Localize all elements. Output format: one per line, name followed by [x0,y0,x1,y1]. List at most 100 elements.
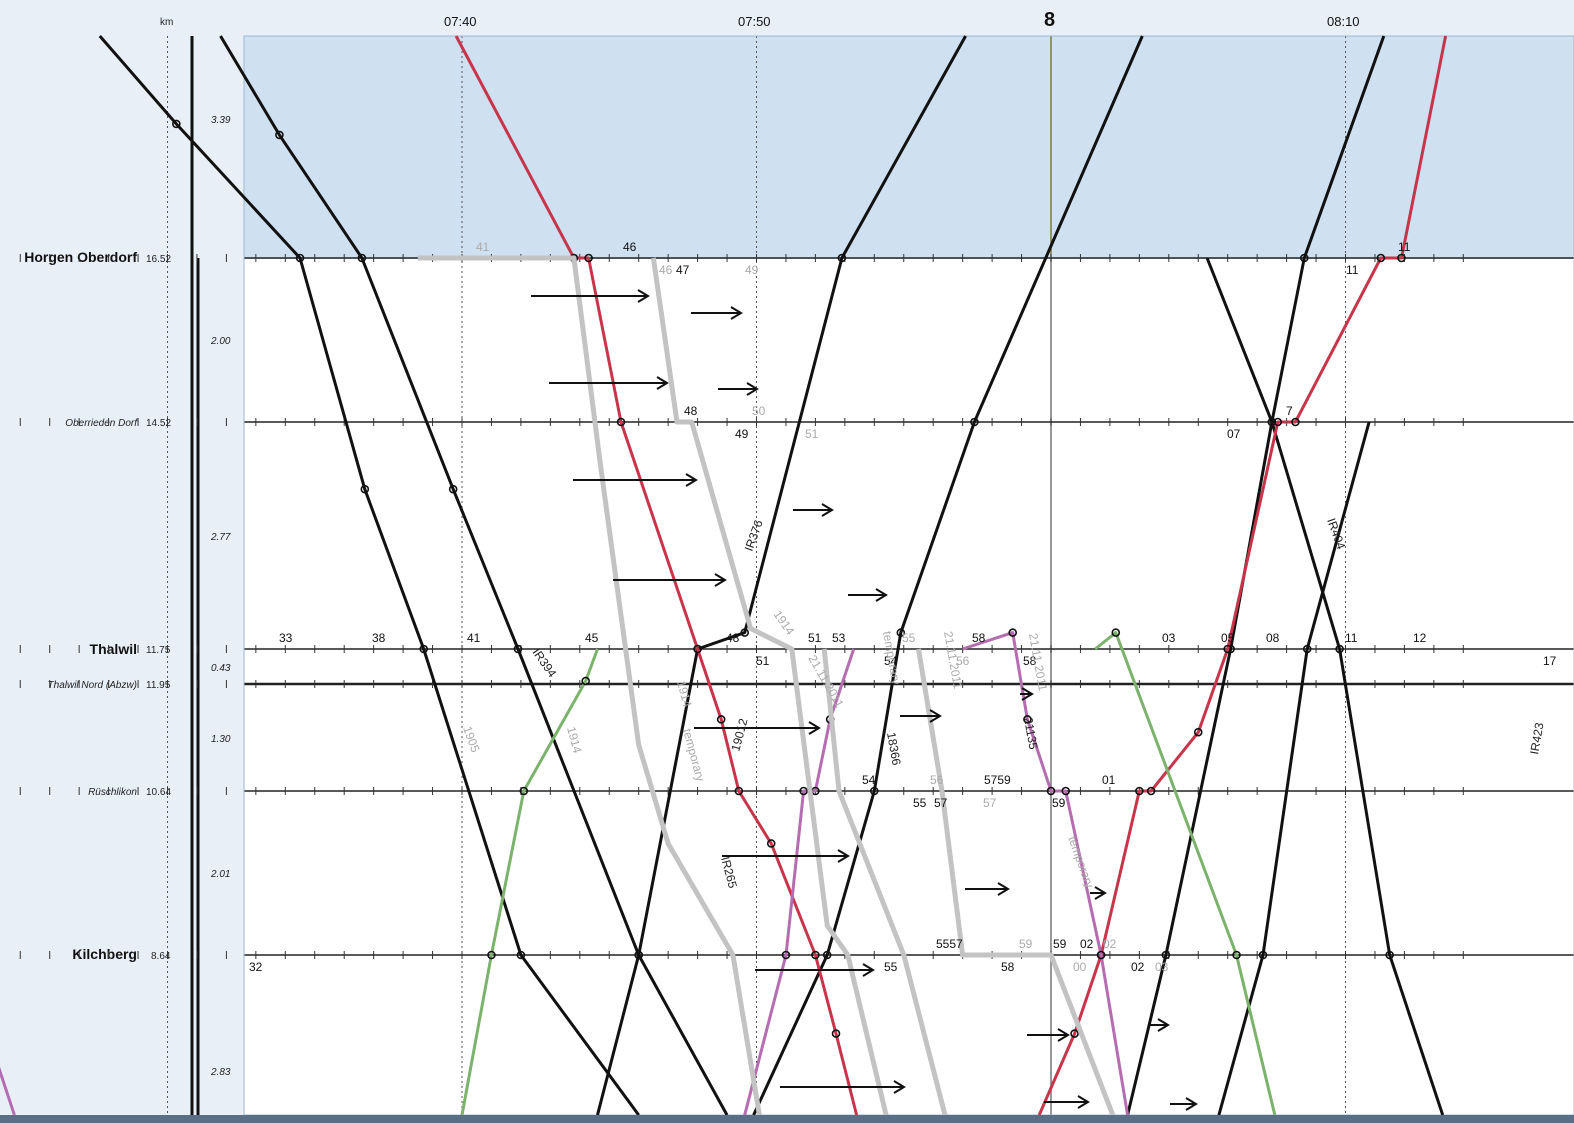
minute-label: 11 [1398,240,1411,254]
train-path-grey [417,255,762,1115]
station-label[interactable]: Rüschlikon [88,787,137,798]
grey-minute-label: 41 [476,240,490,254]
arrowhead [821,503,834,517]
arrowhead [1021,687,1034,701]
timing-point [1096,950,1106,960]
timing-point [1397,253,1406,263]
minute-label: 45 [585,631,599,645]
segment-distance: 2.01 [210,869,230,880]
minute-label: 32 [249,960,263,974]
timing-point [275,130,284,140]
grey-minute-label: 49 [745,263,759,277]
timing-point [516,950,526,960]
segment-distance: 2.00 [210,336,231,347]
minute-label: 02 [1131,960,1145,974]
train-path-green [460,648,599,1115]
minute-label: 51 [756,654,770,668]
minute-label: 38 [372,631,386,645]
grey-minute-label: 46 [659,263,673,277]
arrowhead [1057,1028,1070,1042]
arrowhead [637,289,650,303]
grey-minute-label: 55 [902,631,916,645]
minute-label: 49 [735,427,749,441]
minute-label: 5557 [936,937,963,951]
minute-label: 59 [1053,937,1067,951]
minute-label: 01 [1102,773,1116,787]
station-label[interactable]: Kilchberg [72,946,137,962]
train-path-green [1094,631,1277,1115]
minute-label: 57 [934,796,948,810]
grey-minute-label: 00 [1073,960,1087,974]
station-label[interactable]: Horgen Oberdorf [24,249,137,265]
timing-point [869,786,879,796]
timing-point [513,644,523,654]
timing-point [1161,950,1171,960]
direction-arrows [531,289,1198,1111]
arrowhead [862,963,875,977]
timing-point [781,950,791,960]
timing-point [837,253,847,263]
timing-point [799,786,808,796]
minute-label: 7 [1286,404,1293,418]
arrowhead [685,473,698,487]
timing-point [1335,644,1344,654]
arrowhead [1185,1097,1198,1111]
timing-point [448,484,458,494]
timing-point [1302,644,1312,654]
minute-label: 54 [884,654,898,668]
station-label[interactable]: Thalwil [90,641,137,657]
timing-point [896,628,906,637]
grey-minute-label: 57 [983,796,997,810]
plot-border [243,35,1574,1115]
timing-point [584,253,593,263]
occupied-block [244,36,1574,259]
arrowhead [808,721,821,735]
timing-point [1232,950,1241,960]
station-label[interactable]: Thalwil Nord (Abzw) [48,680,137,691]
arrowhead [656,376,669,390]
timing-point [740,628,750,637]
grey-minute-label: 56 [956,654,970,668]
arrowhead [1094,886,1107,900]
timing-point [419,644,429,654]
minute-label: 12 [1413,631,1427,645]
timing-point [357,253,367,263]
timing-point [1135,786,1144,796]
timing-point [487,950,496,960]
station-km: 14.52 [146,418,171,429]
timing-point [1146,786,1156,796]
minute-label: 58 [1023,654,1037,668]
segment-distance: 1.30 [211,734,231,745]
train-path-red [454,35,859,1115]
minute-label: 02 [1080,937,1094,951]
timing-point [616,417,626,427]
minute-label: 53 [832,631,846,645]
arrowhead [1077,1095,1090,1109]
arrowhead [1157,1018,1170,1032]
station-label[interactable]: Oberrieden Dorf [65,418,138,429]
train-path-black [752,35,1144,1115]
segment-distance: 0.43 [211,663,231,674]
minute-label: 11 [1346,263,1359,277]
station-km: 11.75 [146,645,171,656]
train-path-grey [916,648,1116,1115]
timing-point [172,119,181,129]
minute-label: 33 [279,631,293,645]
timing-point [693,644,702,654]
arrowhead [714,573,727,587]
status-bar [0,1115,1574,1123]
train-path-grey [821,648,948,1115]
train-paths [0,35,1448,1115]
timing-point [1273,417,1283,427]
timing-point [1376,253,1386,263]
minute-label: 55 [884,960,898,974]
timing-point [1111,628,1121,637]
train-path-black [1217,421,1371,1115]
station-km: 10.64 [146,787,171,798]
station-km: 8.64 [151,951,171,962]
train-number-label: IR423 [1527,721,1546,755]
km-unit-label: km [160,17,173,28]
minute-label: 11 [1345,631,1358,645]
minute-label: 46 [623,240,637,254]
